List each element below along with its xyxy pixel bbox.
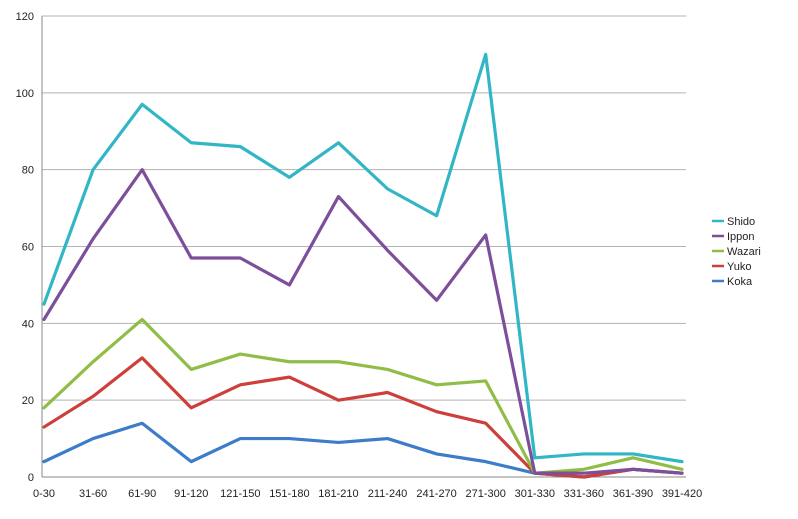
x-tick-label: 61-90 <box>128 488 156 500</box>
x-axis-ticks: 0-30 31-60 61-90 91-120 121-150 151-180 181-21… <box>33 488 702 500</box>
y-tick-label: 80 <box>22 165 34 177</box>
x-tick-label: 361-390 <box>613 488 653 500</box>
series-lines <box>42 52 684 479</box>
x-tick-label: 271-300 <box>466 488 506 500</box>
legend-label-ippon: Ippon <box>727 231 755 243</box>
gridlines <box>41 15 686 478</box>
series-line-shido <box>42 52 684 464</box>
series-line-yuko <box>42 356 684 479</box>
series-line-wazari <box>42 317 684 475</box>
y-tick-label: 100 <box>16 88 34 100</box>
series-line-ippon <box>42 168 684 475</box>
y-tick-label: 0 <box>28 472 34 484</box>
x-tick-label: 0-30 <box>33 488 55 500</box>
y-tick-label: 60 <box>22 242 34 254</box>
x-tick-label: 121-150 <box>220 488 260 500</box>
legend-label-yuko: Yuko <box>727 261 751 273</box>
y-tick-label: 20 <box>22 395 34 407</box>
x-tick-label: 331-360 <box>564 488 604 500</box>
x-tick-label: 91-120 <box>174 488 208 500</box>
x-tick-label: 211-240 <box>368 488 408 500</box>
x-tick-label: 181-210 <box>318 488 358 500</box>
x-tick-label: 241-270 <box>416 488 456 500</box>
legend-label-wazari: Wazari <box>727 246 761 258</box>
legend-label-koka: Koka <box>727 276 753 288</box>
x-tick-label: 151-180 <box>269 488 309 500</box>
x-tick-label: 31-60 <box>79 488 107 500</box>
legend-label-shido: Shido <box>727 216 755 228</box>
y-tick-label: 40 <box>22 318 34 330</box>
y-tick-label: 120 <box>16 11 34 23</box>
x-tick-label: 301-330 <box>515 488 555 500</box>
y-axis-ticks: 0 20 40 60 80 100 120 <box>16 11 34 484</box>
legend: Shido Ippon Wazari Yuko Koka <box>712 216 761 288</box>
x-tick-label: 391-420 <box>662 488 702 500</box>
